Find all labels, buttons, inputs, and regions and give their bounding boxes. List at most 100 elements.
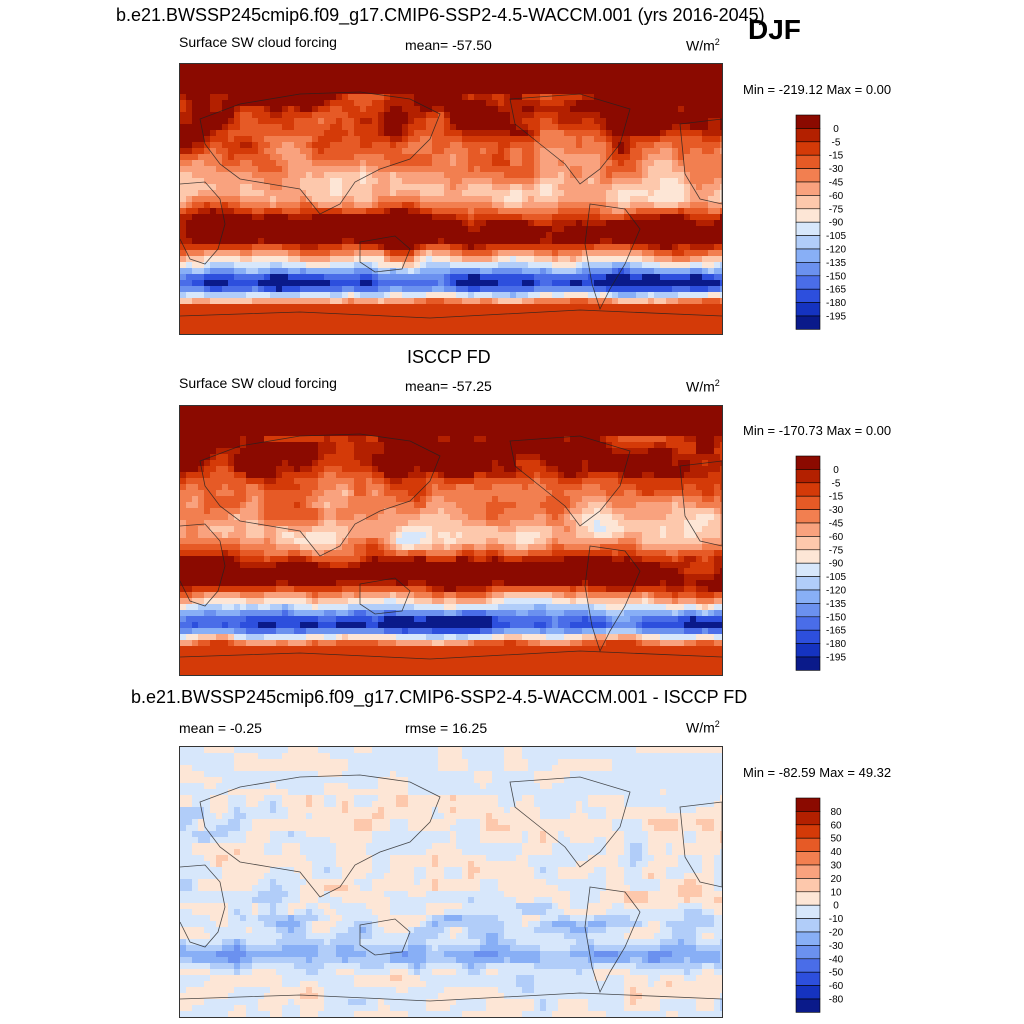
panel3-colorbar-swatch xyxy=(795,797,821,812)
panel2-colorbar-label: -60 xyxy=(829,532,844,543)
panel1-colorbar-label: -135 xyxy=(826,258,846,269)
panel1-minmax: Min = -219.12 Max = 0.00 xyxy=(743,82,892,97)
panel2-colorbar-swatch xyxy=(795,562,821,577)
panel3-rmse-label: rmse = 16.25 xyxy=(405,720,488,736)
panel3-colorbar: 80 60 50 40 30 20 10 0 -10 -20 -30 -40 -50 -60 -80 xyxy=(795,797,865,1015)
panel2-colorbar-swatch xyxy=(795,589,821,604)
panel3-coastline xyxy=(359,918,411,956)
panel1-colorbar-swatch xyxy=(795,275,821,290)
panel2-colorbar-swatch xyxy=(795,629,821,644)
panel3-colorbar-swatch xyxy=(795,811,821,826)
panel2-title: ISCCP FD xyxy=(407,347,491,367)
panel2-colorbar-label: -195 xyxy=(826,653,846,664)
panel2-minmax: Min = -170.73 Max = 0.00 xyxy=(743,423,892,438)
panel2-colorbar-label: -30 xyxy=(829,505,844,516)
panel1-colorbar-swatch xyxy=(795,154,821,169)
panel1-colorbar-swatch xyxy=(795,288,821,303)
panel1-coastline xyxy=(180,181,226,265)
panel2-variable-label: Surface SW cloud forcing xyxy=(179,375,337,391)
panel2-colorbar-swatch xyxy=(795,536,821,551)
panel2-colorbar-swatch xyxy=(795,576,821,591)
panel1-colorbar-swatch xyxy=(795,128,821,143)
panel1-coastline xyxy=(180,309,722,319)
panel1-coastline xyxy=(509,93,631,185)
panel1-colorbar-swatch xyxy=(795,221,821,236)
panel2-colorbar-label: -45 xyxy=(829,519,844,530)
panel2-colorbar-label: -120 xyxy=(826,586,846,597)
panel3-colorbar-swatch xyxy=(795,918,821,933)
panel3-units: W/m2 xyxy=(686,719,720,736)
panel3-colorbar-label: -60 xyxy=(829,981,844,992)
panel3-colorbar-swatch xyxy=(795,998,821,1013)
panel2-colorbar-label: -90 xyxy=(829,559,844,570)
panel3-colorbar-label: 30 xyxy=(830,861,842,872)
panel3-map xyxy=(179,746,723,1018)
panel1-colorbar: 0 -5 -15 -30 -45 -60 -75 -90 -105 -120 -135 -150 -16… xyxy=(795,114,865,332)
panel2-map xyxy=(179,405,723,676)
panel2-colorbar-label: -75 xyxy=(829,545,844,556)
panel2-colorbar-swatch xyxy=(795,495,821,510)
panel2-units: W/m2 xyxy=(686,378,720,395)
panel3-colorbar-label: -30 xyxy=(829,941,844,952)
panel1-colorbar-label: -45 xyxy=(829,178,844,189)
panel2-colorbar-label: -15 xyxy=(829,492,844,503)
panel3-mean-label: mean = -0.25 xyxy=(179,720,262,736)
panel3-colorbar-label: 80 xyxy=(830,807,842,818)
panel3-colorbar-label: 40 xyxy=(830,847,842,858)
panel2-colorbar-swatch xyxy=(795,522,821,537)
panel3-colorbar-label: 20 xyxy=(830,874,842,885)
panel1-colorbar-label: -60 xyxy=(829,191,844,202)
panel2-colorbar-label: 0 xyxy=(833,465,839,476)
panel1-colorbar-label: -120 xyxy=(826,245,846,256)
panel1-colorbar-label: -75 xyxy=(829,204,844,215)
panel1-coastline xyxy=(679,118,722,205)
panel1-colorbar-label: -5 xyxy=(832,137,841,148)
panel3-colorbar-label: 60 xyxy=(830,820,842,831)
panel2-colorbar-label: -165 xyxy=(826,626,846,637)
panel2-colorbar-label: -5 xyxy=(832,478,841,489)
panel3-coastline xyxy=(584,886,641,994)
panel1-coastline xyxy=(584,203,641,311)
panel2-colorbar-swatch xyxy=(795,616,821,631)
panel1-colorbar-label: 0 xyxy=(833,124,839,135)
panel3-colorbar-label: -40 xyxy=(829,954,844,965)
panel2-colorbar: 0 -5 -15 -30 -45 -60 -75 -90 -105 -120 -135 -150 -16… xyxy=(795,455,865,673)
panel1-coastline xyxy=(199,91,441,215)
panel3-colorbar-swatch xyxy=(795,904,821,919)
panel1-colorbar-label: -105 xyxy=(826,231,846,242)
panel1-colorbar-swatch xyxy=(795,208,821,223)
panel1-map-field xyxy=(180,64,722,334)
panel2-colorbar-swatch xyxy=(795,656,821,671)
panel1-colorbar-swatch xyxy=(795,195,821,210)
panel1-variable-label: Surface SW cloud forcing xyxy=(179,34,337,50)
panel1-colorbar-label: -165 xyxy=(826,285,846,296)
panel3-colorbar-label: -50 xyxy=(829,968,844,979)
panel2-coastline xyxy=(359,577,411,615)
panel3-colorbar-swatch xyxy=(795,985,821,1000)
panel2-map-field xyxy=(180,406,722,675)
panel1-map xyxy=(179,63,723,335)
panel2-colorbar-label: -135 xyxy=(826,599,846,610)
panel3-colorbar-label: -10 xyxy=(829,914,844,925)
panel2-coastline xyxy=(584,545,641,653)
panel2-colorbar-label: -150 xyxy=(826,612,846,623)
panel3-colorbar-swatch xyxy=(795,945,821,960)
panel3-colorbar-swatch xyxy=(795,824,821,839)
panel2-colorbar-swatch xyxy=(795,643,821,658)
panel2-colorbar-swatch xyxy=(795,603,821,618)
panel1-colorbar-swatch xyxy=(795,181,821,196)
panel3-colorbar-label: 10 xyxy=(830,887,842,898)
panel3-coastline xyxy=(180,992,722,1002)
panel3-colorbar-swatch xyxy=(795,971,821,986)
panel2-colorbar-swatch xyxy=(795,549,821,564)
panel1-mean-label: mean= -57.50 xyxy=(405,37,492,53)
panel1-colorbar-label: -150 xyxy=(826,271,846,282)
panel3-coastline xyxy=(509,776,631,868)
panel3-colorbar-label: -80 xyxy=(829,995,844,1006)
panel2-mean-label: mean= -57.25 xyxy=(405,378,492,394)
panel3-colorbar-swatch xyxy=(795,891,821,906)
panel2-colorbar-swatch xyxy=(795,469,821,484)
panel2-coastline xyxy=(180,650,722,660)
panel1-colorbar-swatch xyxy=(795,141,821,156)
panel1-colorbar-label: -90 xyxy=(829,218,844,229)
